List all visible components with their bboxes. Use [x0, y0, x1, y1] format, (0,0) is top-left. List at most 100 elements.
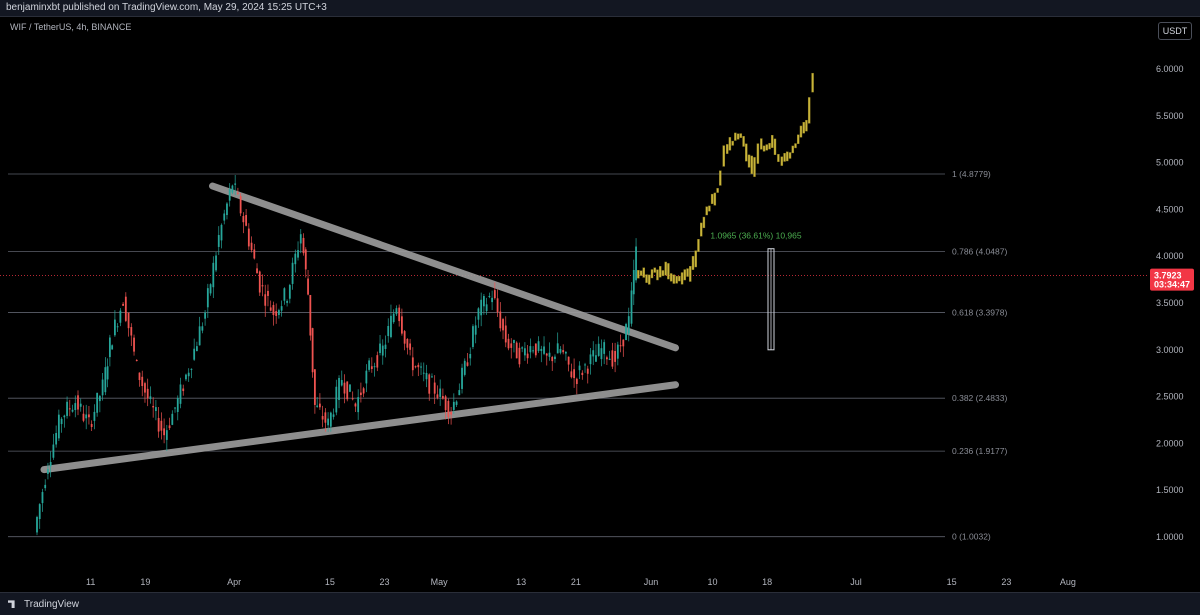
- projection-bar: [661, 270, 665, 277]
- candle-body: [157, 417, 160, 432]
- candle-body: [586, 368, 589, 374]
- candle-body: [472, 326, 474, 347]
- projection-bar: [768, 142, 771, 150]
- candle-body: [114, 319, 116, 336]
- candle-body: [534, 343, 537, 356]
- candle-body: [537, 341, 540, 351]
- candle-body: [324, 412, 327, 423]
- candle-body: [444, 396, 447, 411]
- projection-bar: [811, 72, 814, 93]
- candle-body: [116, 326, 119, 328]
- candle-body: [234, 183, 237, 185]
- candle-body: [215, 255, 217, 271]
- projection-bar: [805, 119, 808, 132]
- candle-body: [133, 337, 135, 352]
- candle-body: [625, 323, 627, 341]
- projection-bar: [762, 145, 766, 152]
- x-tick-label: Jun: [644, 577, 659, 587]
- candle-body: [49, 462, 52, 467]
- candle-body: [269, 307, 272, 311]
- candle-body: [409, 343, 411, 350]
- y-tick-label: 1.0000: [1156, 532, 1184, 542]
- candle-body: [515, 342, 518, 359]
- candle-body: [182, 388, 185, 392]
- candle-body: [340, 380, 343, 386]
- projection-bar: [807, 97, 811, 124]
- candle-body: [398, 307, 401, 322]
- candle-body: [130, 327, 133, 336]
- candle-body: [335, 386, 338, 413]
- candle-body: [379, 343, 381, 353]
- candle-body: [411, 357, 414, 371]
- projection-bar: [691, 255, 695, 270]
- candle-body: [267, 290, 269, 296]
- candle-body: [362, 388, 365, 394]
- candle-body: [286, 300, 288, 303]
- candle-body: [313, 369, 316, 405]
- candle-body: [584, 364, 586, 366]
- candle-body: [261, 285, 264, 287]
- projection-bar: [716, 188, 719, 193]
- candle-body: [551, 357, 554, 362]
- y-tick-label: 1.5000: [1156, 485, 1184, 495]
- candle-body: [247, 228, 250, 247]
- candle-body: [171, 413, 174, 425]
- candle-body: [106, 366, 109, 380]
- price-chart[interactable]: 6.0000 5.5000 5.0000 4.5000 4.0000 3.5000 3.00…: [0, 17, 1200, 592]
- candle-body: [111, 345, 114, 350]
- candle-body: [165, 430, 168, 440]
- candle-body: [309, 294, 312, 336]
- brand-label: TradingView: [24, 599, 80, 610]
- candle-body: [526, 353, 529, 359]
- candle-body: [491, 297, 493, 303]
- currency-button[interactable]: USDT: [1158, 22, 1192, 40]
- candle-body: [288, 285, 291, 299]
- candle-body: [146, 388, 149, 399]
- projection-bar: [683, 269, 686, 281]
- candle-body: [212, 262, 215, 288]
- projection-bar: [637, 270, 640, 279]
- candle-body: [220, 224, 223, 241]
- candle-body: [524, 348, 526, 356]
- candle-body: [206, 288, 209, 308]
- candle-body: [529, 346, 532, 353]
- candle-body: [88, 414, 90, 418]
- candle-body: [74, 403, 77, 411]
- projection-bar: [760, 138, 763, 150]
- projection-bar: [680, 272, 684, 285]
- candle-body: [499, 311, 502, 329]
- symbol-label: WIF / TetherUS, 4h, BINANCE: [10, 22, 132, 32]
- candle-body: [502, 319, 504, 331]
- candle-body: [196, 346, 198, 352]
- candle-body: [96, 392, 99, 413]
- projection-bar: [675, 275, 678, 284]
- projection-bar: [791, 145, 794, 154]
- candle-body: [283, 288, 286, 301]
- projection-bar: [672, 274, 676, 284]
- candle-body: [38, 504, 41, 520]
- candle-body: [635, 246, 637, 281]
- projection-bar: [742, 136, 745, 147]
- candle-body: [311, 328, 314, 373]
- projection-bar: [739, 133, 743, 138]
- fib-level-label: 1 (4.8779): [952, 169, 991, 179]
- candle-body: [187, 372, 190, 377]
- projection-bar: [750, 155, 753, 174]
- candle-body: [104, 367, 107, 393]
- upper-trendline: [209, 182, 679, 352]
- projection-bar: [731, 140, 734, 146]
- y-tick-label: 3.5000: [1156, 298, 1184, 308]
- projection-bar: [799, 125, 803, 138]
- candle-body: [376, 355, 379, 368]
- candle-body: [565, 351, 567, 354]
- candle-body: [217, 235, 220, 247]
- candle-body: [302, 237, 305, 254]
- tradingview-brand[interactable]: TradingView: [8, 599, 79, 610]
- candle-body: [373, 366, 376, 368]
- candle-body: [507, 338, 510, 349]
- projection-bar: [765, 144, 768, 151]
- candle-body: [381, 345, 384, 356]
- y-tick-label: 4.5000: [1156, 204, 1184, 214]
- candle-body: [570, 371, 573, 378]
- projection-bar: [705, 206, 708, 216]
